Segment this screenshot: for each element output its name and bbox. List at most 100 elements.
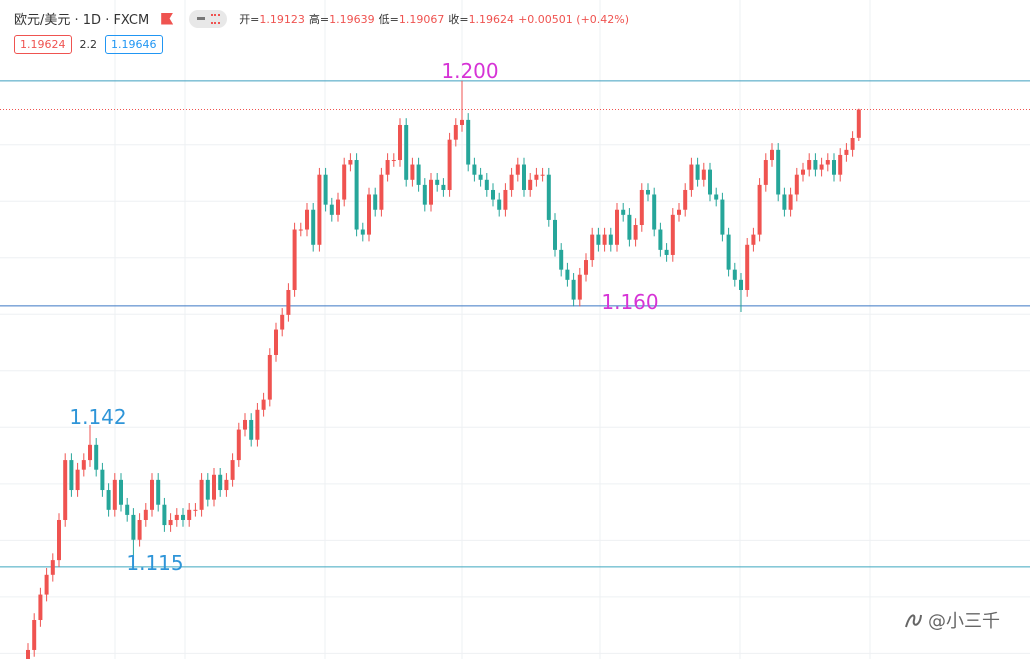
candle-body xyxy=(484,179,489,190)
candle-body xyxy=(212,474,216,500)
candle-body xyxy=(94,444,99,470)
candle-body xyxy=(832,160,836,175)
candle-body xyxy=(317,174,322,245)
candle-body xyxy=(615,209,619,245)
candle-body xyxy=(305,209,309,230)
candle-body xyxy=(119,479,123,505)
candle-body xyxy=(757,184,762,235)
candle-body xyxy=(577,274,582,300)
candle-body xyxy=(32,620,37,650)
grid xyxy=(0,144,1030,654)
candle-body xyxy=(447,139,452,190)
candle-body xyxy=(801,169,805,175)
candle-body xyxy=(218,474,223,491)
candle-body xyxy=(88,444,92,461)
ohlc-value: 1.19067 xyxy=(398,12,445,26)
candle-body xyxy=(385,160,390,175)
candle-body xyxy=(751,234,756,245)
candle-body xyxy=(435,179,440,185)
candle-body xyxy=(230,460,235,480)
candle-body xyxy=(441,184,446,190)
candle-body xyxy=(329,204,334,215)
candle-body xyxy=(69,460,74,491)
candle-body xyxy=(137,519,142,540)
candle-body xyxy=(720,199,725,235)
annotation: 1.200 xyxy=(441,59,498,83)
candle-body xyxy=(150,479,154,510)
candle-body xyxy=(559,249,564,270)
flag-icon[interactable] xyxy=(161,12,174,25)
watermark: @小三千 xyxy=(902,607,1000,633)
candle-body xyxy=(546,174,551,220)
ohlc-label: 开= xyxy=(239,12,260,26)
candle-body xyxy=(391,160,396,162)
candle-body xyxy=(193,509,198,511)
candle-body xyxy=(850,137,855,150)
vertical-grid xyxy=(114,0,871,659)
candle-body xyxy=(398,124,402,161)
candle-body xyxy=(57,519,61,561)
candle-body xyxy=(515,164,520,175)
toggle[interactable] xyxy=(189,9,228,28)
header: 欧元/美元 · 1D · FXCM 开=1.19123 高=1.19639 低=1.… xyxy=(14,9,629,28)
candle-body xyxy=(534,174,539,180)
candle-body xyxy=(478,174,483,180)
candle-body xyxy=(125,504,130,515)
candle-body xyxy=(596,234,601,245)
candle-body xyxy=(106,490,111,510)
candle-body xyxy=(168,519,173,526)
candle-body xyxy=(410,164,415,180)
candle-body xyxy=(255,409,260,440)
ohlc: 开=1.19123 高=1.19639 低=1.19067 收=1.19624 +0.0… xyxy=(239,11,629,27)
annotation: 1.160 xyxy=(601,290,658,314)
candle-body xyxy=(701,169,706,180)
candle-body xyxy=(571,279,576,300)
candle-body xyxy=(354,160,359,230)
bid[interactable]: 1.19624 xyxy=(14,35,72,54)
candle-body xyxy=(584,260,588,275)
candle-body xyxy=(472,164,477,175)
candle-body xyxy=(243,419,247,430)
candle-body xyxy=(646,189,650,195)
candle-body xyxy=(491,189,495,200)
candle-body xyxy=(807,160,812,170)
candle-body xyxy=(528,179,533,190)
candle-body xyxy=(367,194,371,235)
candle-body xyxy=(819,164,824,170)
candle-body xyxy=(199,479,204,510)
candle-body xyxy=(763,160,768,185)
change: +0.00501 xyxy=(518,12,573,26)
candle-body xyxy=(323,174,328,205)
symbol[interactable]: 欧元/美元 · 1D · FXCM xyxy=(14,13,150,28)
ohlc-value: 1.19123 xyxy=(259,12,305,26)
candle-body xyxy=(664,249,669,255)
candle-body xyxy=(689,164,694,190)
candle-body xyxy=(602,234,607,245)
candle-body xyxy=(249,419,254,440)
candle-body xyxy=(503,189,508,210)
candle-body xyxy=(286,289,291,315)
watermark-icon xyxy=(905,614,922,628)
spread: 2.2 xyxy=(79,38,98,51)
candle-body xyxy=(416,164,421,185)
candle-body xyxy=(627,214,632,240)
candles xyxy=(26,80,861,659)
ohlc-label: 收= xyxy=(448,12,469,26)
candle-body xyxy=(298,229,303,231)
candle-body xyxy=(187,509,192,520)
candle-body xyxy=(404,124,409,180)
candle-body xyxy=(156,479,161,505)
candle-body xyxy=(422,184,427,205)
candle-body xyxy=(695,164,700,180)
ohlc-value: 1.19639 xyxy=(329,12,375,26)
candle-body xyxy=(292,229,297,290)
change-pct: (+0.42%) xyxy=(576,12,630,26)
candle-body xyxy=(770,149,774,161)
ask[interactable]: 1.19646 xyxy=(105,35,163,54)
candle-body xyxy=(267,354,272,400)
candle-body xyxy=(590,234,595,261)
candle-body xyxy=(63,460,68,520)
candle-body xyxy=(280,314,285,330)
candle-body xyxy=(714,194,719,200)
